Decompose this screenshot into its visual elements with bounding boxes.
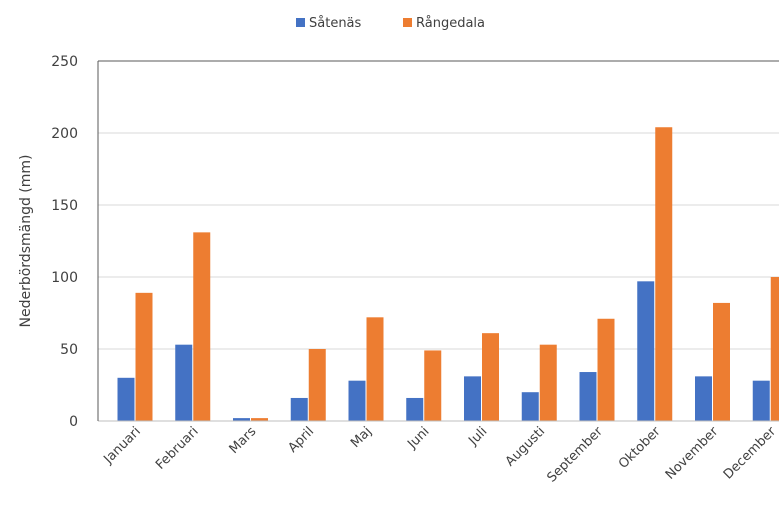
legend-swatch-rangedala — [403, 18, 412, 27]
legend-swatch-satenas — [296, 18, 305, 27]
x-tick-label: Oktober — [616, 424, 664, 472]
bar-rangedala-maj — [366, 317, 384, 421]
y-axis-ticks: 0 50 100 150 200 250 — [51, 54, 78, 430]
bar-rangedala-juni — [424, 350, 442, 421]
bar-rangedala-augusti — [539, 344, 557, 421]
bar-rangedala-april — [308, 349, 326, 421]
x-tick-label: December — [721, 424, 779, 483]
x-tick-label: Augusti — [503, 424, 548, 469]
y-axis-label: Nederbördsmängd (mm) — [18, 155, 34, 328]
y-tick-label: 50 — [60, 342, 78, 358]
x-tick-label: April — [285, 424, 317, 456]
bar-rangedala-november — [713, 302, 730, 421]
bar-satenas-januari — [117, 377, 135, 421]
bar-rangedala-september — [597, 318, 615, 421]
y-tick-label: 250 — [51, 54, 78, 70]
x-tick-label: Februari — [153, 424, 201, 472]
bar-satenas-mars — [233, 418, 250, 421]
bars — [117, 127, 779, 422]
bar-satenas-september — [579, 372, 597, 421]
x-tick-label: Juni — [404, 424, 432, 452]
x-tick-label: November — [663, 424, 722, 483]
bar-satenas-april — [290, 397, 308, 421]
bar-satenas-december — [752, 380, 770, 421]
bar-satenas-februari — [175, 344, 193, 421]
x-tick-label: Januari — [101, 424, 144, 467]
y-tick-label: 150 — [51, 198, 78, 214]
bar-satenas-augusti — [521, 392, 539, 421]
bar-rangedala-oktober — [655, 127, 673, 422]
bar-rangedala-februari — [193, 232, 211, 421]
x-tick-label: Juli — [465, 424, 490, 449]
legend: Såtenäs Rångedala — [296, 16, 485, 31]
legend-label-rangedala: Rångedala — [416, 16, 485, 31]
bar-rangedala-december — [770, 277, 779, 421]
bar-satenas-maj — [348, 380, 366, 421]
y-tick-label: 100 — [51, 270, 78, 286]
bar-satenas-juni — [406, 397, 424, 421]
x-tick-label: Mars — [227, 424, 260, 457]
bar-satenas-oktober — [637, 281, 655, 421]
x-tick-label: September — [544, 424, 606, 486]
legend-label-satenas: Såtenäs — [309, 16, 362, 31]
bar-rangedala-januari — [135, 292, 153, 421]
x-tick-label: Maj — [348, 424, 375, 451]
bar-satenas-november — [695, 376, 712, 421]
x-axis-ticks: Januari Februari Mars April Maj Juni Juli Augus… — [101, 424, 779, 486]
bar-satenas-juli — [464, 376, 481, 421]
y-tick-label: 200 — [51, 126, 78, 142]
y-tick-label: 0 — [69, 414, 78, 430]
bar-rangedala-mars — [251, 418, 268, 421]
bar-rangedala-juli — [482, 333, 499, 421]
